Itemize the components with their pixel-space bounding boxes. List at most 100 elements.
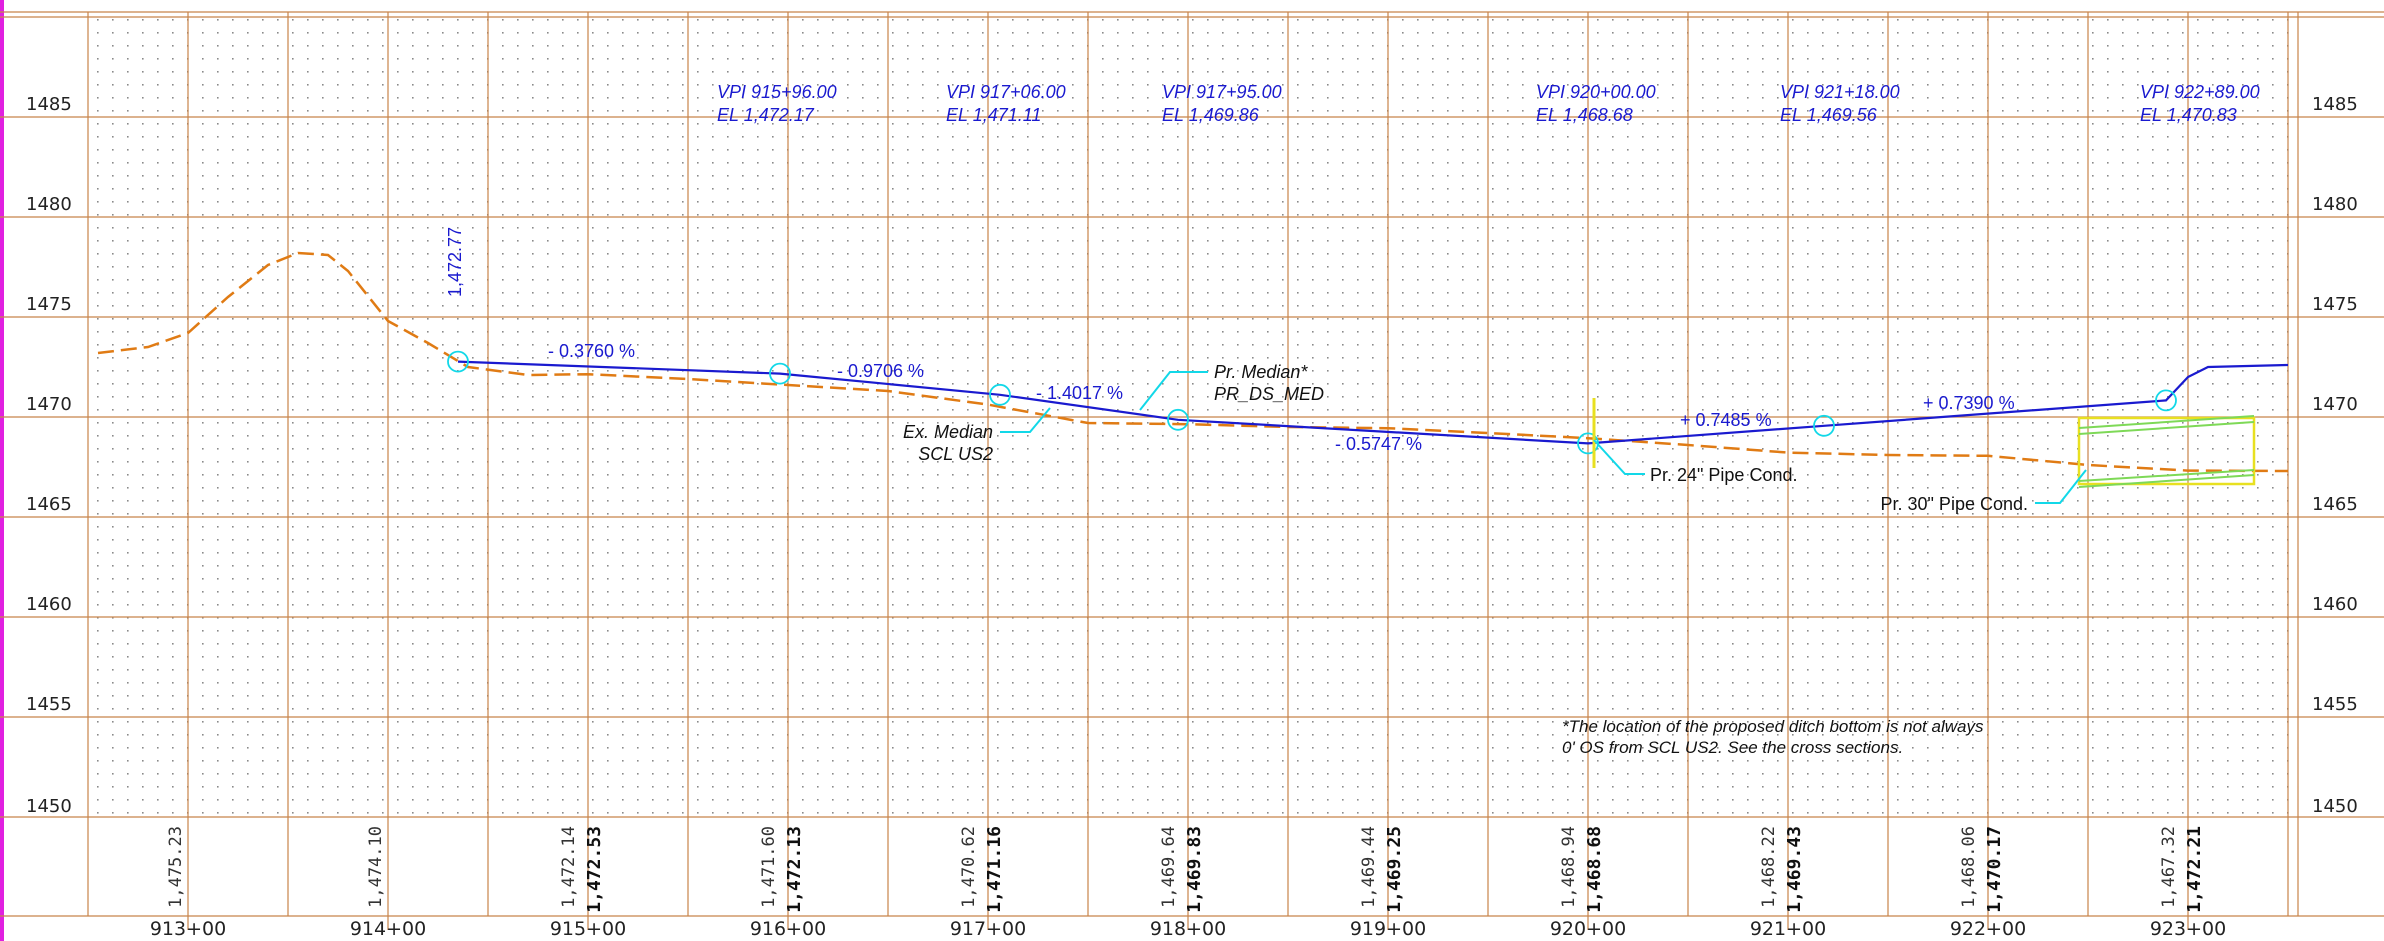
elevation-label: 1460	[2312, 594, 2358, 615]
grade-labels: - 0.3760 % - 0.9706 % - 1.4017 % - 0.574…	[548, 341, 2015, 454]
vpi-circle	[1167, 408, 1189, 431]
station-label: 919+00	[1350, 918, 1426, 940]
vpi-station: VPI 922+89.00	[2140, 82, 2260, 102]
grid-lines	[0, 11, 2384, 930]
elevation-axis-right: 1485 1480 1475 1470 1465 1460 1455 1450	[2312, 94, 2358, 817]
existing-elevation-value: 1,469.44	[1359, 826, 1379, 908]
station-label: 916+00	[750, 918, 826, 940]
vpi-station: VPI 920+00.00	[1536, 82, 1656, 102]
pipe-bottom-line	[2078, 469, 2255, 482]
proposed-elevation-value: 1,470.17	[1984, 826, 2005, 913]
elevation-label: 1485	[26, 94, 72, 115]
station-label: 921+00	[1750, 918, 1826, 940]
pipe-top-line	[2078, 415, 2255, 429]
elevation-label: 1465	[2312, 494, 2358, 515]
elevation-label: 1480	[2312, 194, 2358, 215]
leader-proposed-median	[1139, 371, 1208, 411]
station-label: 922+00	[1950, 918, 2026, 940]
station-label: 915+00	[550, 918, 626, 940]
proposed-elevation-value: 1,468.68	[1584, 826, 1605, 913]
grade-label: - 0.3760 %	[548, 341, 635, 361]
vpi-circle	[1813, 414, 1835, 437]
elevation-label: 1465	[26, 494, 72, 515]
vpi-elevation: EL 1,468.68	[1536, 105, 1633, 125]
existing-ground-line	[97, 251, 2289, 473]
leader-pipe-30	[2035, 469, 2087, 504]
proposed-elevation-value: 1,472.21	[2184, 826, 2205, 913]
elevation-label: 1480	[26, 194, 72, 215]
station-label: 920+00	[1550, 918, 1626, 940]
vpi-elevation: EL 1,469.56	[1780, 105, 1878, 125]
station-label: 914+00	[350, 918, 426, 940]
grade-label: + 0.7390 %	[1923, 393, 2015, 413]
vpi-elevation: EL 1,469.86	[1162, 105, 1260, 125]
note-line: *The location of the proposed ditch bott…	[1562, 717, 1984, 736]
existing-elevation-value: 1,471.60	[759, 826, 779, 908]
station-label: 917+00	[950, 918, 1026, 940]
leader-pipe-24	[1593, 439, 1645, 475]
grade-label: + 0.7485 %	[1680, 410, 1772, 430]
grade-label: - 1.4017 %	[1036, 383, 1123, 403]
pipe-24-label: Pr. 24" Pipe Cond.	[1650, 465, 1797, 485]
station-label: 923+00	[2150, 918, 2226, 940]
elevation-label: 1450	[2312, 796, 2358, 817]
proposed-elevation-value: 1,471.16	[984, 826, 1005, 913]
vpi-station: VPI 917+95.00	[1162, 82, 1282, 102]
frame-border	[0, 0, 4, 941]
vpi-station: VPI 915+96.00	[717, 82, 837, 102]
pipe-30-label: Pr. 30" Pipe Cond.	[1881, 494, 2028, 514]
vpi-elevation: EL 1,471.11	[946, 105, 1041, 125]
leader-existing-median	[1000, 407, 1051, 433]
existing-elevation-value: 1,474.10	[366, 826, 386, 908]
elevation-label: 1450	[26, 796, 72, 817]
station-axis: 913+00 914+00 915+00 916+00 917+00 918+0…	[150, 918, 2226, 940]
pipe-top-line	[2078, 421, 2255, 435]
proposed-elevation-value: 1,472.53	[584, 826, 605, 913]
proposed-elevation-value: 1,469.43	[1784, 826, 1805, 913]
existing-elevation-row: 1,475.23 1,474.10 1,472.14 1,471.60 1,47…	[166, 826, 2179, 908]
existing-elevation-value: 1,469.64	[1159, 826, 1179, 908]
existing-elevation-value: 1,468.94	[1559, 826, 1579, 908]
grade-label: - 0.9706 %	[837, 361, 924, 381]
vpi-elevation: EL 1,470.83	[2140, 105, 2237, 125]
vpi-elevation: EL 1,472.17	[717, 105, 815, 125]
proposed-median-sublabel: PR_DS_MED	[1214, 384, 1324, 404]
proposed-elevation-row: 1,472.53 1,472.13 1,471.16 1,469.83 1,46…	[584, 826, 2205, 913]
proposed-median-label: Pr. Median*	[1214, 362, 1308, 382]
elevation-label: 1455	[26, 694, 72, 715]
vpi-circle	[989, 383, 1011, 406]
annotation-leaders	[1000, 371, 2087, 504]
ditch-note: *The location of the proposed ditch bott…	[1562, 717, 1984, 757]
elevation-label: 1470	[2312, 394, 2358, 415]
proposed-profile-line	[457, 360, 2289, 445]
vpi-circle	[447, 350, 469, 373]
existing-elevation-value: 1,470.62	[959, 826, 979, 908]
vpi-circle	[2155, 389, 2177, 412]
station-label: 913+00	[150, 918, 226, 940]
existing-elevation-value: 1,467.32	[2159, 826, 2179, 908]
existing-elevation-value: 1,468.06	[1959, 826, 1979, 908]
elevation-axis-left: 1485 1480 1475 1470 1465 1460 1455 1450	[26, 94, 72, 817]
vpi-station: VPI 917+06.00	[946, 82, 1066, 102]
existing-elevation-value: 1,472.14	[559, 826, 579, 908]
existing-elevation-value: 1,468.22	[1759, 826, 1779, 908]
elevation-label: 1475	[26, 294, 72, 315]
callouts: Pr. Median* PR_DS_MED Ex. Median SCL US2…	[903, 362, 2028, 514]
elevation-label: 1485	[2312, 94, 2358, 115]
elevation-label: 1475	[2312, 294, 2358, 315]
vpi-circle	[769, 362, 791, 385]
pipe-bottom-line	[2078, 474, 2255, 488]
elevation-label: 1455	[2312, 694, 2358, 715]
existing-elevation-value: 1,475.23	[166, 826, 186, 908]
proposed-elevation-value: 1,469.25	[1384, 826, 1405, 913]
proposed-elevation-value: 1,469.83	[1184, 826, 1205, 913]
note-line: 0' OS from SCL US2. See the cross sectio…	[1562, 738, 1903, 757]
proposed-elevation-value: 1,472.13	[784, 826, 805, 913]
existing-median-sublabel: SCL US2	[918, 444, 993, 464]
vpi-labels: VPI 915+96.00 EL 1,472.17 VPI 917+06.00 …	[717, 82, 2260, 125]
existing-median-label: Ex. Median	[903, 422, 993, 442]
elevation-label: 1470	[26, 394, 72, 415]
pipe-box	[2077, 416, 2256, 486]
